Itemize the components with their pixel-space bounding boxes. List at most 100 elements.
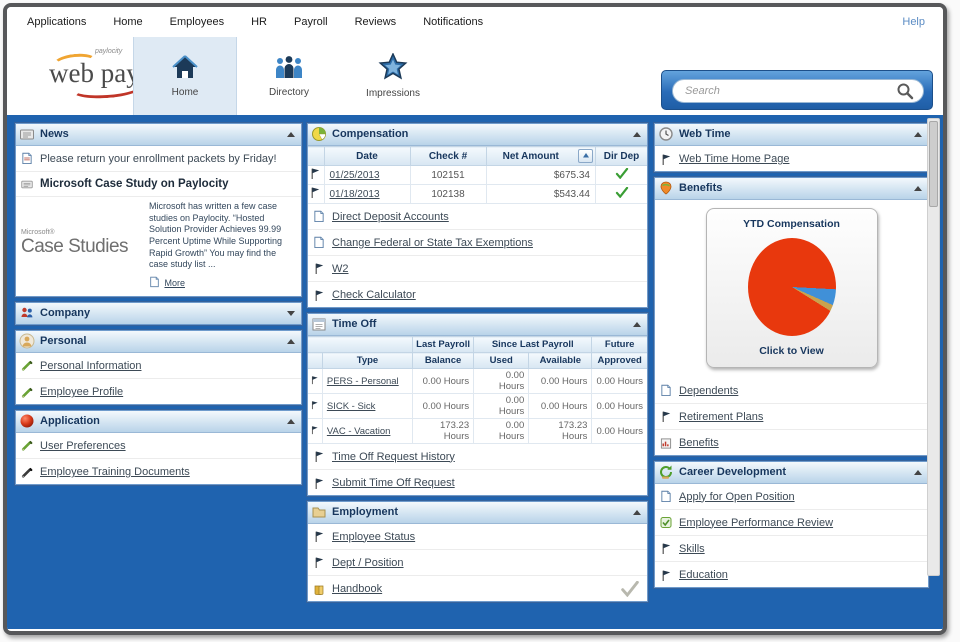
link-benefits[interactable]: Benefits: [679, 437, 719, 449]
tab-impressions-label: Impressions: [366, 88, 420, 99]
time-off-type-link[interactable]: PERS - Personal: [326, 375, 399, 387]
time-off-type-link[interactable]: VAC - Vacation: [326, 425, 391, 437]
link-w2[interactable]: W2: [332, 262, 349, 275]
case-studies-graphic: Microsoft® Case Studies: [21, 201, 149, 291]
collapse-arrow-icon[interactable]: [633, 321, 641, 327]
paylocity-logo[interactable]: paylocity web pay: [45, 40, 157, 112]
company-header: Company: [15, 302, 302, 326]
expand-arrow-icon[interactable]: [287, 310, 295, 316]
link-employee-performance-review[interactable]: Employee Performance Review: [679, 516, 834, 529]
link-row: Time Off Request History: [307, 444, 648, 470]
pencil-icon: [21, 441, 33, 451]
link-employee-profile[interactable]: Employee Profile: [40, 386, 124, 399]
news-header: News: [15, 123, 302, 146]
personal-header: Personal: [15, 330, 302, 354]
link-user-preferences[interactable]: User Preferences: [40, 439, 126, 452]
news-more-row: More: [149, 273, 296, 291]
link-skills[interactable]: Skills: [679, 542, 705, 555]
news-body-text: Microsoft has written a few case studies…: [149, 201, 283, 270]
check-date-link[interactable]: 01/25/2013: [329, 169, 380, 181]
sort-icon[interactable]: [578, 149, 593, 163]
link-submit-time-off-request[interactable]: Submit Time Off Request: [332, 477, 455, 489]
link-row: W2: [307, 256, 648, 282]
panel-employment: Employment Employee Status Dept / Positi…: [306, 500, 649, 603]
more-link[interactable]: More: [164, 278, 185, 289]
search-input[interactable]: [672, 79, 924, 103]
link-handbook[interactable]: Handbook: [332, 583, 383, 595]
link-row: Employee Status: [307, 524, 648, 550]
link-row: Employee Training Documents: [15, 459, 302, 485]
menu-reviews[interactable]: Reviews: [354, 16, 397, 28]
tab-home[interactable]: Home: [133, 37, 237, 115]
main-dashboard: News Please return your enrollment packe…: [7, 115, 943, 629]
document-icon: [314, 236, 324, 249]
menu-applications[interactable]: Applications: [27, 16, 87, 28]
header-band: paylocity web pay Home Director: [7, 37, 943, 115]
scrollbar-thumb[interactable]: [929, 121, 938, 207]
col-dir-dep: Dir Dep: [595, 146, 648, 166]
time-off-type-link[interactable]: SICK - Sick: [326, 400, 376, 412]
handbook-acknowledged-check-icon: [621, 581, 639, 597]
application-header: Application: [15, 410, 302, 434]
search-icon[interactable]: [896, 82, 914, 100]
pencil-icon: [21, 361, 33, 371]
menu-payroll[interactable]: Payroll: [293, 16, 328, 28]
link-web-time-home-page[interactable]: Web Time Home Page: [679, 153, 790, 165]
middle-column: Compensation Date Check # Net Amount: [306, 122, 649, 603]
help-link[interactable]: Help: [902, 16, 925, 28]
flag-icon: [315, 290, 324, 301]
link-dept-position[interactable]: Dept / Position: [332, 556, 404, 569]
direct-deposit-check-icon: [615, 167, 628, 180]
career-development-header: Career Development: [654, 461, 929, 484]
collapse-arrow-icon[interactable]: [633, 509, 641, 515]
collapse-arrow-icon[interactable]: [633, 131, 641, 137]
check-date-link[interactable]: 01/18/2013: [329, 188, 380, 200]
collapse-arrow-icon[interactable]: [287, 131, 295, 137]
application-sphere-icon: [20, 414, 34, 428]
compensation-pie-icon: [312, 127, 326, 141]
tab-directory[interactable]: Directory: [237, 37, 341, 115]
collapse-arrow-icon[interactable]: [914, 469, 922, 475]
link-employee-training-documents[interactable]: Employee Training Documents: [40, 466, 190, 479]
link-row: Change Federal or State Tax Exemptions: [307, 230, 648, 256]
document-icon: [314, 210, 324, 223]
link-personal-information[interactable]: Personal Information: [40, 359, 142, 372]
link-row: User Preferences: [15, 433, 302, 460]
link-row: Retirement Plans: [654, 404, 929, 430]
link-apply-for-open-position[interactable]: Apply for Open Position: [679, 490, 795, 503]
menu-notifications[interactable]: Notifications: [423, 16, 484, 28]
col-available: Available: [528, 352, 593, 369]
link-employee-status[interactable]: Employee Status: [332, 530, 416, 543]
folder-icon: [312, 507, 326, 518]
collapse-arrow-icon[interactable]: [914, 131, 922, 137]
collapse-arrow-icon[interactable]: [914, 185, 922, 191]
flag-icon: [312, 375, 318, 384]
link-row: Education: [654, 562, 929, 588]
menu-hr[interactable]: HR: [251, 16, 267, 28]
panel-career-development: Career Development Apply for Open Positi…: [653, 460, 930, 589]
link-dependents[interactable]: Dependents: [679, 384, 739, 397]
link-row: Employee Performance Review: [654, 510, 929, 536]
flag-icon: [662, 411, 671, 422]
link-retirement-plans[interactable]: Retirement Plans: [679, 410, 764, 423]
direct-deposit-check-icon: [615, 186, 628, 199]
menu-employees[interactable]: Employees: [169, 16, 225, 28]
panel-application: Application User Preferences: [14, 409, 303, 487]
compensation-title: Compensation: [332, 128, 409, 140]
ytd-compensation-chart-card[interactable]: YTD Compensation Click to View: [705, 208, 878, 368]
link-time-off-request-history[interactable]: Time Off Request History: [332, 450, 455, 463]
collapse-arrow-icon[interactable]: [287, 418, 295, 424]
personal-title: Personal: [40, 335, 87, 348]
link-education[interactable]: Education: [679, 569, 728, 581]
menu-home[interactable]: Home: [113, 16, 143, 28]
scrollbar[interactable]: [927, 118, 940, 576]
tab-impressions[interactable]: Impressions: [341, 37, 445, 115]
col-net-amount: Net Amount: [485, 146, 596, 166]
link-change-tax-exemptions[interactable]: Change Federal or State Tax Exemptions: [332, 236, 533, 249]
flag-icon: [662, 570, 671, 581]
impressions-star-icon: [378, 53, 408, 80]
collapse-arrow-icon[interactable]: [287, 338, 295, 344]
link-check-calculator[interactable]: Check Calculator: [332, 289, 416, 301]
link-row: Web Time Home Page: [654, 146, 929, 172]
link-direct-deposit-accounts[interactable]: Direct Deposit Accounts: [332, 210, 449, 223]
